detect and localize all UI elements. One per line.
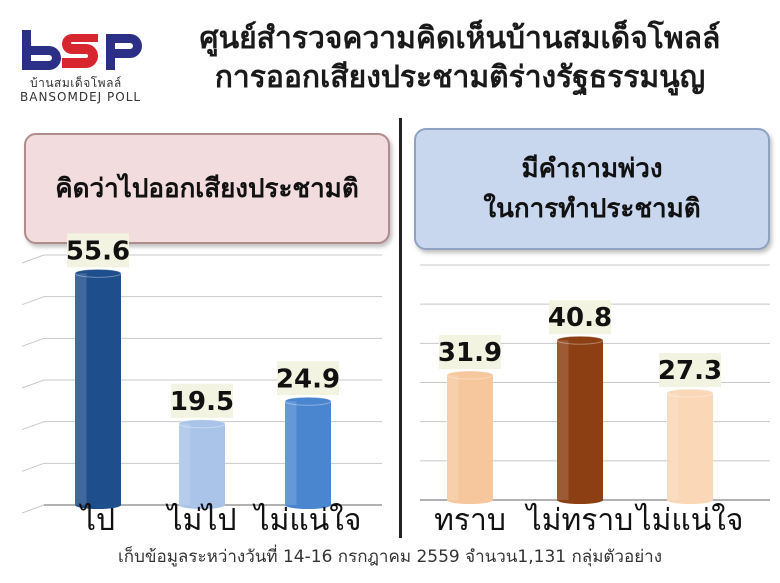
right-bar (557, 340, 603, 500)
left-bar-cap (284, 396, 332, 406)
right-value-label: 27.3 (658, 356, 722, 386)
left-value-label: 55.6 (66, 236, 130, 266)
right-bar-base (667, 496, 713, 504)
left-category-label: ไป (79, 502, 115, 538)
right-chart-title-line-1: มีคำถามพ่วง (521, 154, 663, 184)
vertical-divider (399, 118, 402, 538)
left-chart-title: คิดว่าไปออกเสียงประชามติ (24, 133, 390, 244)
left-bar-base (285, 501, 331, 509)
logo-thai-text: บ้านสมเด็จโพลล์ (30, 76, 122, 90)
page-title: ศูนย์สำรวจความคิดเห็นบ้านสมเด็จโพลล์ การ… (150, 20, 770, 98)
right-chart-title: มีคำถามพ่วง ในการทำประชามติ (414, 128, 770, 250)
right-value-label: 31.9 (438, 338, 502, 368)
right-bar-highlight (557, 340, 569, 500)
left-category-label: ไม่แน่ใจ (253, 502, 362, 538)
left-bar (179, 423, 225, 505)
left-grid-slant (21, 254, 45, 264)
right-value-label: 40.8 (548, 303, 612, 333)
left-bar (75, 273, 121, 505)
footer-note: เก็บข้อมูลระหว่างวันที่ 14-16 กรกฎาคม 25… (118, 547, 662, 567)
right-value-label-bg (549, 300, 611, 335)
title-line-2: การออกเสียงประชามติร่างรัฐธรรมนูญ (214, 60, 706, 95)
right-bar-base (557, 496, 603, 504)
left-bar-highlight (285, 401, 297, 505)
left-grid-slant (21, 504, 45, 514)
right-bar-highlight (447, 375, 459, 500)
left-bar-highlight (75, 273, 87, 505)
right-value-label-bg (439, 335, 501, 370)
left-value-label-bg (171, 383, 233, 418)
title-line-1: ศูนย์สำรวจความคิดเห็นบ้านสมเด็จโพลล์ (199, 21, 721, 56)
left-category-label: ไม่ไป (166, 502, 237, 538)
right-bar-cap (666, 388, 714, 398)
left-value-label: 24.9 (276, 364, 340, 394)
left-grid-slant (21, 421, 45, 431)
left-grid-slant (21, 379, 45, 389)
right-category-label: ไม่แน่ใจ (635, 502, 744, 538)
left-grid-slant (21, 462, 45, 472)
right-value-label-bg (659, 353, 721, 388)
left-grid-slant (21, 337, 45, 347)
right-bar (447, 375, 493, 500)
right-bar-cap (446, 370, 494, 380)
bsp-logo-icon (22, 30, 142, 70)
right-category-label: ทราบ (434, 503, 506, 538)
bansomdej-poll-logo: บ้านสมเด็จโพลล์ BANSOMDEJ POLL (20, 28, 148, 106)
logo-english-text: BANSOMDEJ POLL (20, 90, 142, 104)
right-bar (667, 393, 713, 500)
right-bar-highlight (667, 393, 679, 500)
right-bar-base (447, 496, 493, 504)
right-bar-cap (556, 335, 604, 345)
left-value-label: 19.5 (170, 387, 234, 417)
left-bar-highlight (179, 423, 191, 505)
left-bar (285, 401, 331, 505)
right-chart-title-line-2: ในการทำประชามติ (483, 194, 701, 224)
left-value-label-bg (277, 361, 339, 396)
left-bar-cap (178, 419, 226, 429)
left-bar-base (179, 501, 225, 509)
left-bar-cap (74, 268, 122, 278)
left-bar-base (75, 501, 121, 509)
left-grid-slant (21, 296, 45, 306)
right-category-label: ไม่ทราบ (525, 502, 634, 538)
left-value-label-bg (67, 233, 129, 268)
